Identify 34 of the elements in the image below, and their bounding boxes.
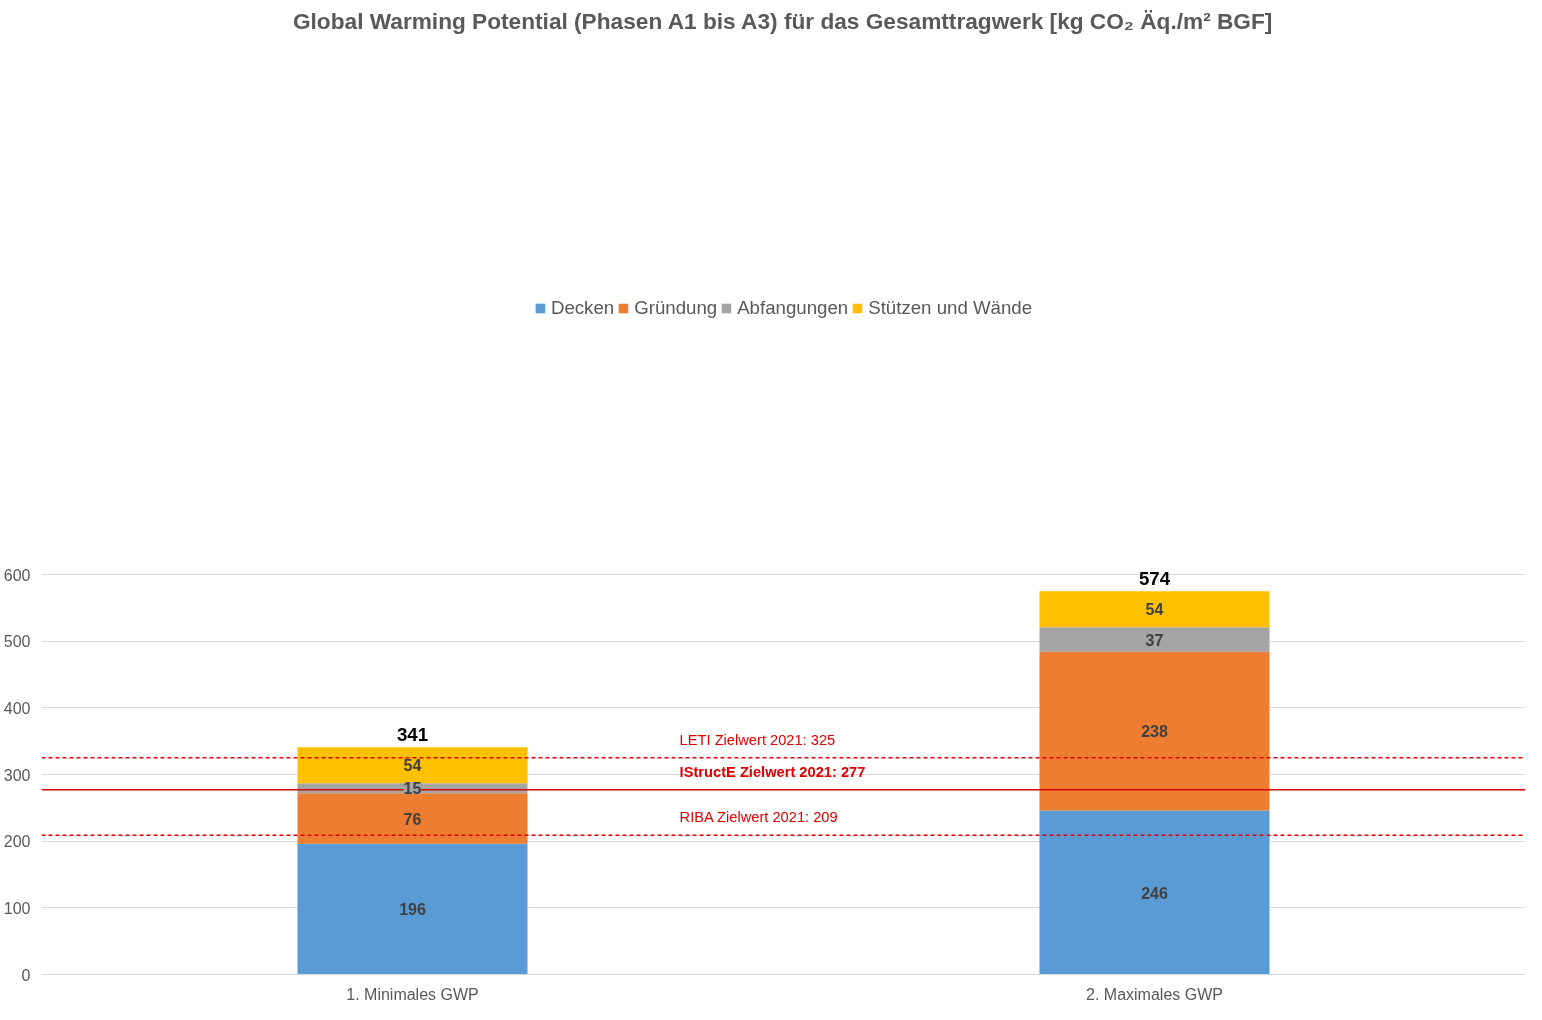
data-label: 54 <box>1145 601 1164 619</box>
bar <box>1039 627 1270 652</box>
bar <box>1039 591 1270 628</box>
ref-line-label: LETI Zielwert 2021: 325 <box>679 731 836 748</box>
bar <box>297 843 528 975</box>
y-tick-label: 200 <box>3 833 31 851</box>
bar <box>1039 810 1270 975</box>
legend-label: Gründung <box>634 297 718 319</box>
chart-title: Global Warming Potential (Phasen A1 bis A3) für das Gesamttragwerk [kg CO₂ Äq./m² BGF] <box>292 7 1273 34</box>
y-tick-label: 500 <box>3 633 31 651</box>
y-tick-label: 400 <box>3 699 31 717</box>
y-tick-label: 600 <box>3 566 31 584</box>
data-label: 15 <box>403 780 422 798</box>
bar <box>297 747 528 784</box>
data-label: 54 <box>403 757 422 775</box>
data-label: 196 <box>399 901 426 919</box>
total-label: 574 <box>1138 567 1171 589</box>
ref-line-label: RIBA Zielwert 2021: 209 <box>679 809 838 826</box>
legend-label: Stützen und Wände <box>868 297 1033 319</box>
data-label: 238 <box>1141 723 1168 741</box>
y-tick-label: 0 <box>21 966 31 984</box>
y-tick-label: 100 <box>3 899 31 917</box>
y-tick-label: 300 <box>3 766 31 784</box>
x-tick-label: 2. Maximales GWP <box>1086 985 1223 1003</box>
bar <box>1039 651 1270 811</box>
data-label: 76 <box>403 810 422 828</box>
total-label: 341 <box>396 723 429 745</box>
data-label: 246 <box>1141 884 1168 902</box>
data-label: 37 <box>1145 631 1164 649</box>
legend-label: Abfangungen <box>737 297 849 319</box>
ref-line-label: IStructE Zielwert 2021: 277 <box>679 763 866 780</box>
bar <box>297 793 528 844</box>
legend-label: Decken <box>550 297 615 319</box>
x-tick-label: 1. Minimales GWP <box>346 985 479 1003</box>
